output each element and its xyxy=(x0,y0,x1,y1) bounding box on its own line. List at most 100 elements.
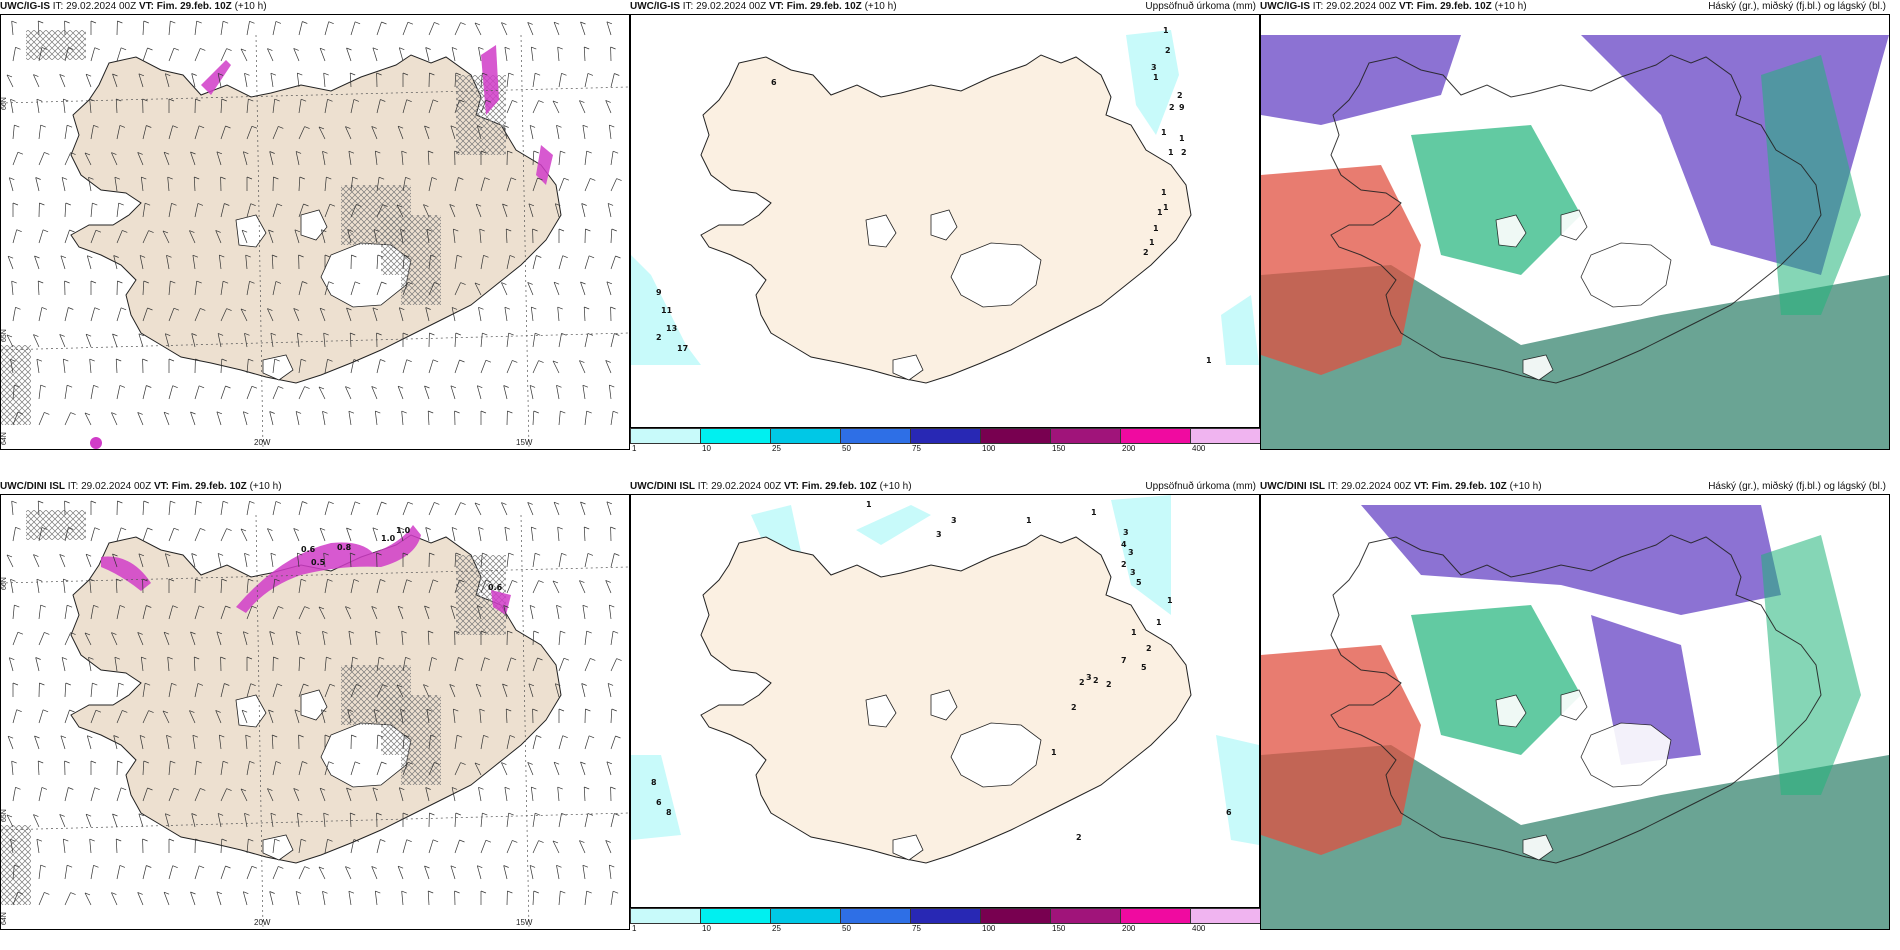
wind-barb-flag xyxy=(326,176,332,180)
wind-barb xyxy=(11,21,14,36)
wind-barb-flag xyxy=(33,814,39,817)
wind-barb-flag xyxy=(69,709,75,713)
wind-barb xyxy=(64,229,70,244)
wind-barb-flag xyxy=(553,281,560,285)
wind-barb-flag xyxy=(168,578,175,582)
wind-barb-flag xyxy=(587,813,594,816)
glacier xyxy=(1560,689,1588,721)
wind-barb-flag xyxy=(553,21,560,25)
wind-barb-flag xyxy=(6,74,13,78)
wind-barb-flag xyxy=(59,554,65,557)
map-frame xyxy=(1260,494,1890,930)
wind-barb-flag xyxy=(59,334,65,337)
wind-barb-flag xyxy=(460,22,466,25)
wind-barb xyxy=(90,710,97,724)
colorbar-label: 200 xyxy=(1122,444,1136,453)
lat-label-66n: 66N xyxy=(1,577,8,590)
wind-barb-flag xyxy=(478,526,484,530)
wind-barb xyxy=(428,359,434,374)
wind-barb-flag xyxy=(278,386,284,389)
precip-area xyxy=(1216,735,1259,845)
wind-barb-flag xyxy=(536,255,542,258)
wind-barb-flag xyxy=(249,280,255,284)
wind-barb-flag xyxy=(382,204,388,207)
wind-barb-flag xyxy=(116,838,122,842)
wind-barb-flag xyxy=(302,281,308,284)
wind-barb-flag xyxy=(216,151,223,155)
wind-barb xyxy=(86,735,92,750)
wind-barb xyxy=(246,501,250,516)
wind-barb xyxy=(272,126,279,140)
wind-barb-flag xyxy=(119,125,126,128)
icing-value-label: 1.0 xyxy=(381,534,396,543)
wind-barb xyxy=(454,839,460,854)
wind-barb xyxy=(220,48,227,62)
wind-barb-flag xyxy=(68,787,74,790)
wind-barb-flag xyxy=(138,553,145,557)
precip-value-label: 1 xyxy=(1149,238,1155,247)
wind-barb-flag xyxy=(299,176,305,180)
wind-barb xyxy=(532,553,536,568)
wind-barb-flag xyxy=(111,892,117,895)
wind-barb xyxy=(398,527,404,542)
wind-barb xyxy=(270,333,274,348)
wind-barb-flag xyxy=(582,384,589,388)
wind-barb xyxy=(90,683,93,698)
wind-barb-flag xyxy=(168,358,175,362)
wind-barb xyxy=(111,412,118,426)
wind-barb xyxy=(90,605,94,620)
wind-barb-flag xyxy=(38,20,44,24)
wind-barb xyxy=(506,580,513,594)
precip-value-label: 1 xyxy=(1156,618,1162,627)
wind-barb-flag xyxy=(11,760,17,764)
wind-barb-flag xyxy=(450,125,457,129)
wind-barb xyxy=(242,151,248,166)
model-name: UWC/DINI ISL xyxy=(630,481,695,492)
colorbar-label: 1 xyxy=(632,924,637,933)
wind-barb-flag xyxy=(87,735,93,739)
wind-barb-flag xyxy=(453,228,459,232)
wind-barb-flag xyxy=(479,228,485,232)
wind-barb-flag xyxy=(144,202,151,206)
wind-barb-flag xyxy=(217,73,224,76)
wind-barb xyxy=(428,22,435,36)
wind-barb-flag xyxy=(297,72,303,76)
wind-barb xyxy=(425,47,430,62)
wind-barb-flag xyxy=(142,838,148,842)
wind-barb xyxy=(220,21,224,36)
wind-barb xyxy=(480,580,487,594)
wind-barb-flag xyxy=(9,657,15,661)
wind-barb xyxy=(189,710,196,724)
panel-header: UWC/DINI ISL IT: 29.02.2024 00Z VT: Fim.… xyxy=(0,480,630,494)
wind-barb xyxy=(138,553,144,568)
wind-barb-flag xyxy=(113,735,119,738)
wind-barb-flag xyxy=(555,683,561,687)
wind-barb xyxy=(579,100,586,114)
wind-barb-flag xyxy=(38,760,44,764)
wind-barb-flag xyxy=(275,761,282,764)
wind-barb xyxy=(116,683,120,698)
colorbar-label: 50 xyxy=(842,444,851,453)
wind-barb-flag xyxy=(319,307,326,311)
wind-barb xyxy=(428,177,433,192)
wind-barb xyxy=(527,762,534,776)
wind-barb xyxy=(480,177,486,192)
wind-barb xyxy=(478,47,482,62)
wind-barb-flag xyxy=(10,838,16,842)
wind-barb-flag xyxy=(170,280,176,284)
wind-barb xyxy=(397,386,404,400)
wind-barb xyxy=(191,813,196,828)
wind-barb xyxy=(220,98,223,114)
wind-barb-flag xyxy=(560,410,566,414)
wind-barb-flag xyxy=(399,787,405,791)
icing-hatch xyxy=(1,825,31,905)
wind-barb xyxy=(11,281,14,296)
wind-barb-flag xyxy=(323,552,329,556)
wind-barb-flag xyxy=(293,528,299,531)
wind-barb-flag xyxy=(248,578,254,582)
wind-barb xyxy=(557,787,560,802)
wind-barb-flag xyxy=(426,708,433,712)
wind-barb-flag xyxy=(584,46,590,50)
wind-barb xyxy=(168,48,175,62)
wind-barb-flag xyxy=(95,229,102,233)
